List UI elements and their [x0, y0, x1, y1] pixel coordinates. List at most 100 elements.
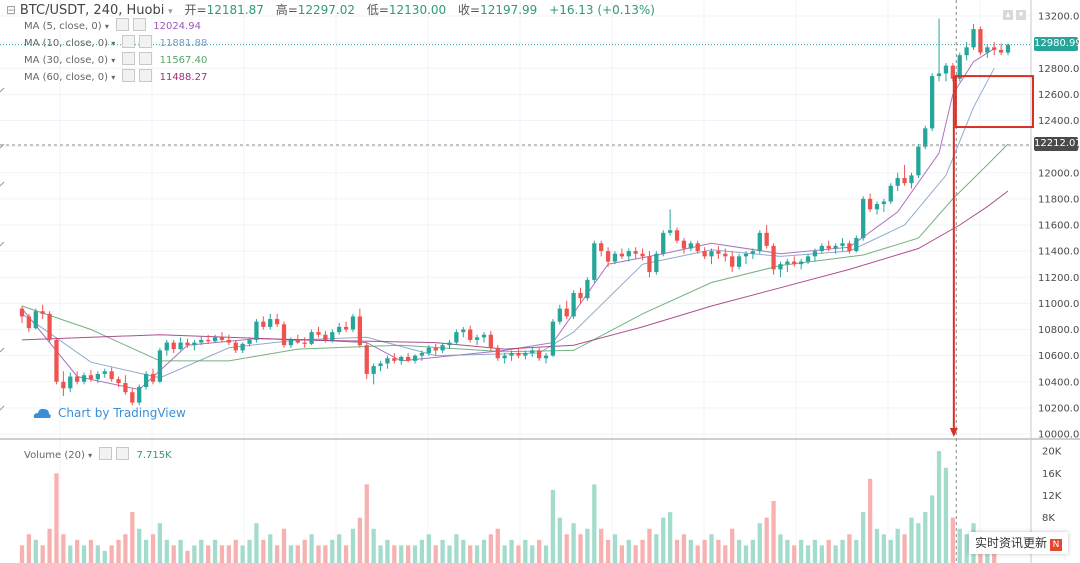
- volume-bar: [695, 545, 700, 563]
- volume-bar: [902, 534, 907, 563]
- pane-up-icon[interactable]: ▴: [1003, 10, 1013, 20]
- candle-body: [75, 376, 80, 382]
- volume-bar: [233, 539, 238, 563]
- volume-bar: [881, 534, 887, 563]
- candle-body: [385, 358, 390, 364]
- candle-body: [247, 339, 252, 344]
- volume-bar: [268, 534, 273, 563]
- highlight-box: [954, 75, 1035, 129]
- left-tool-strip[interactable]: [0, 87, 5, 411]
- price-tick-label: 10000.00: [1038, 430, 1080, 441]
- collapse-icon[interactable]: ⊟: [6, 3, 17, 17]
- close-icon[interactable]: [133, 18, 147, 31]
- volume-bar: [274, 545, 280, 563]
- price-axis[interactable]: 13200.0013000.0012800.0012600.0012400.00…: [1038, 12, 1080, 441]
- volume-bar: [461, 539, 466, 563]
- legend-ma60[interactable]: MA (60, close, 0) ▾ 11488.27: [24, 69, 207, 83]
- close-value: 12197.99: [480, 3, 538, 17]
- candle-body: [378, 363, 383, 367]
- volume-bar: [88, 539, 94, 563]
- chevron-down-icon[interactable]: ▾: [111, 73, 116, 82]
- volume-bar: [874, 528, 880, 563]
- volume-bar: [550, 489, 556, 563]
- volume-bar: [123, 534, 128, 563]
- candle-body: [109, 371, 114, 380]
- close-icon[interactable]: [116, 447, 130, 460]
- candle-body: [343, 326, 349, 330]
- candle-body: [750, 251, 756, 254]
- volume-bar: [730, 528, 735, 563]
- candle-body: [612, 253, 618, 262]
- price-tick-label: 10800.00: [1038, 325, 1080, 336]
- candle-body: [523, 353, 528, 356]
- volume-bar: [743, 545, 749, 563]
- volume-bar: [226, 545, 231, 563]
- settings-icon[interactable]: [116, 18, 130, 31]
- tradingview-watermark[interactable]: Chart by TradingView: [32, 406, 186, 420]
- candle-body: [495, 347, 500, 359]
- settings-icon[interactable]: [122, 52, 136, 65]
- close-icon[interactable]: [139, 69, 153, 82]
- crosshair-price-tag: 12212.07: [1034, 137, 1080, 151]
- candle-body: [357, 316, 362, 346]
- chevron-down-icon[interactable]: ▾: [111, 56, 116, 65]
- candle-body: [1005, 44, 1011, 53]
- candle-body: [716, 251, 721, 254]
- tool-mark[interactable]: [0, 405, 5, 411]
- settings-icon[interactable]: [99, 447, 113, 460]
- legend-ma30[interactable]: MA (30, close, 0) ▾ 11567.40: [24, 52, 207, 66]
- volume-bar: [481, 539, 487, 563]
- news-badge[interactable]: 实时资讯更新 N: [968, 532, 1068, 554]
- close-label: 收=: [458, 3, 481, 17]
- cloud-icon: [33, 408, 51, 418]
- tool-mark[interactable]: [0, 87, 5, 93]
- candle-body: [130, 392, 135, 403]
- settings-icon[interactable]: [122, 35, 136, 48]
- tool-mark[interactable]: [0, 241, 5, 247]
- candle-body: [426, 347, 431, 354]
- legend-volume[interactable]: Volume (20) ▾ 7.715K: [24, 447, 172, 461]
- candle-body: [571, 292, 576, 317]
- tool-mark[interactable]: [0, 181, 5, 187]
- pane-down-icon[interactable]: ▾: [1016, 10, 1026, 20]
- candle-body: [509, 353, 514, 356]
- volume-bar: [833, 545, 838, 563]
- settings-icon[interactable]: [122, 69, 136, 82]
- volume-bar: [647, 528, 652, 563]
- candle-body: [902, 177, 907, 184]
- close-icon[interactable]: [139, 35, 153, 48]
- symbol-title[interactable]: BTC/USDT, 240, Huobi: [19, 3, 165, 18]
- volume-bar: [47, 528, 52, 563]
- volume-bar: [185, 550, 190, 563]
- volume-bar: [716, 539, 721, 563]
- volume-bar: [212, 539, 218, 563]
- volume-bar: [302, 539, 307, 563]
- chevron-down-icon[interactable]: ▾: [88, 451, 93, 460]
- close-icon[interactable]: [139, 52, 153, 65]
- candle-body: [668, 230, 673, 233]
- candle-body: [909, 175, 914, 184]
- volume-bar: [826, 539, 831, 563]
- volume-tick-label: 20K: [1042, 447, 1062, 458]
- volume-axis[interactable]: 20K 16K 12K 8K: [1042, 447, 1062, 525]
- legend-ma5[interactable]: MA (5, close, 0) ▾ 12024.94: [24, 18, 201, 32]
- tool-mark[interactable]: [0, 347, 5, 353]
- volume-bar: [957, 528, 962, 563]
- candle-body: [337, 326, 342, 333]
- volume-bar: [488, 534, 494, 563]
- volume-bar: [771, 501, 776, 563]
- volume-bar: [819, 545, 824, 563]
- volume-bar: [75, 539, 80, 563]
- candle-body: [833, 245, 838, 249]
- tool-mark[interactable]: [0, 143, 5, 149]
- chevron-down-icon[interactable]: ▾: [168, 7, 173, 17]
- chevron-down-icon[interactable]: ▾: [111, 39, 116, 48]
- chevron-down-icon[interactable]: ▾: [104, 22, 109, 31]
- volume-bar: [247, 539, 252, 563]
- price-tick-label: 10400.00: [1038, 377, 1080, 388]
- volume-tick-label: 16K: [1042, 469, 1062, 480]
- candle-body: [323, 334, 328, 340]
- legend-ma10[interactable]: MA (10, close, 0) ▾ 11881.88: [24, 35, 207, 49]
- volume-bar: [254, 523, 259, 563]
- high-value: 12297.02: [297, 3, 356, 17]
